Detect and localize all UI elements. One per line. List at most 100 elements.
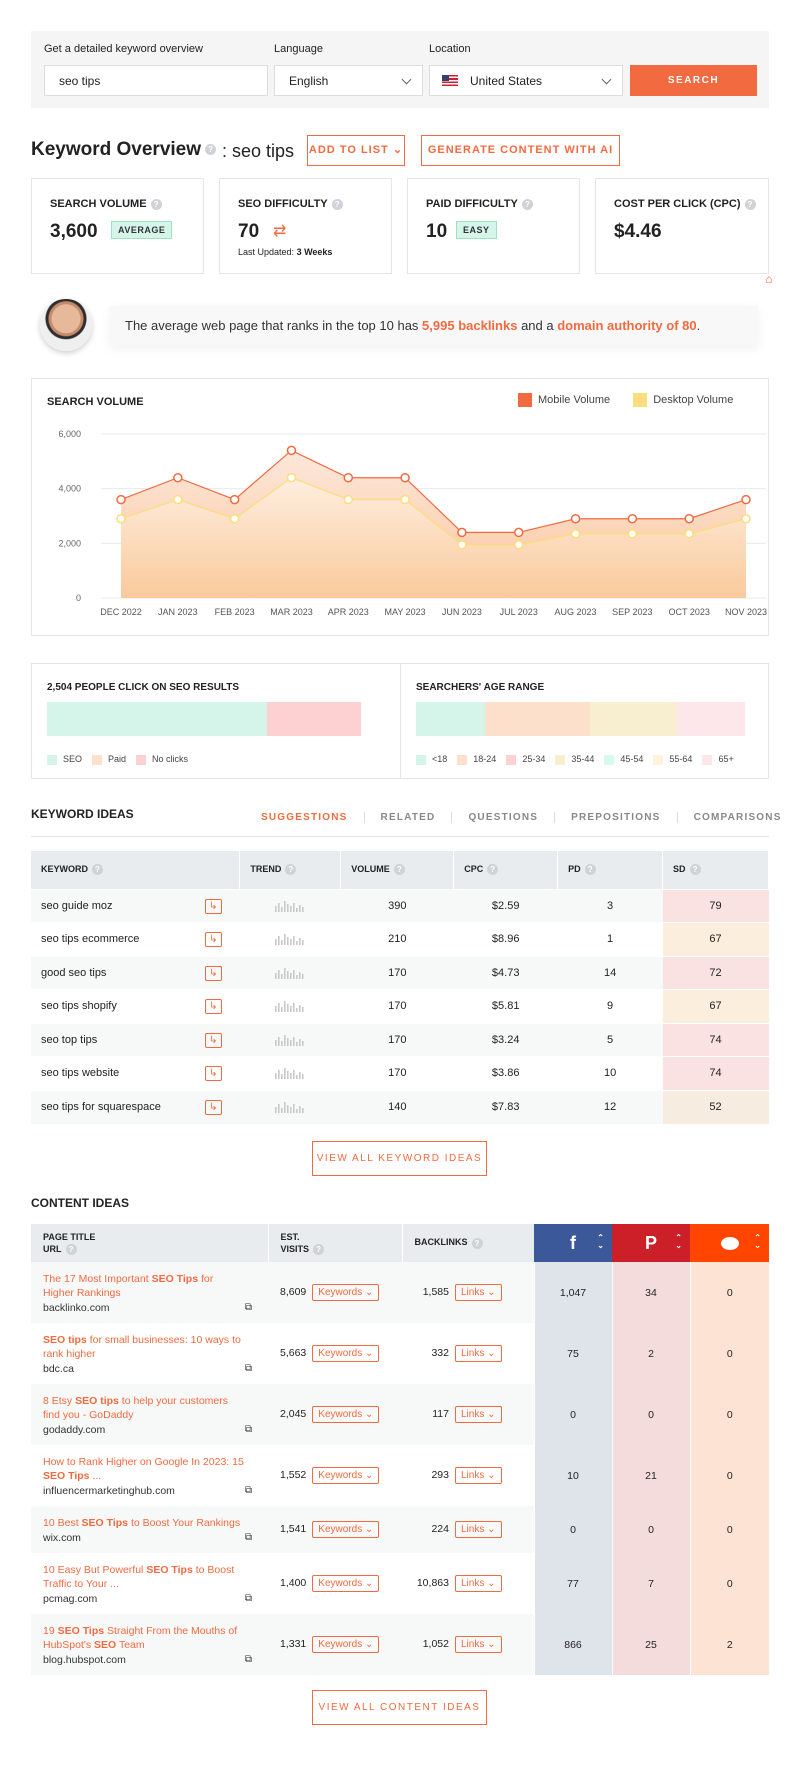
keywords-dropdown[interactable]: Keywords ⌄ <box>312 1636 380 1653</box>
table-row[interactable]: seo top tips ↳ 170 $3.24 5 74 <box>31 1022 769 1057</box>
table-row[interactable]: seo tips shopify ↳ 170 $5.81 9 67 <box>31 989 769 1023</box>
page-title-link[interactable]: The 17 Most Important SEO Tips for Highe… <box>43 1272 214 1299</box>
open-keyword-icon[interactable]: ↳ <box>204 898 222 914</box>
keyword-text[interactable]: seo tips website <box>41 1067 120 1080</box>
sort-icon[interactable]: ⌃ ⌄ <box>754 1233 761 1250</box>
col-pinterest[interactable]: P ⌃ ⌄ <box>612 1224 690 1262</box>
help-icon[interactable]: ? <box>205 144 217 156</box>
page-title-link[interactable]: 10 Easy But Powerful SEO Tips to Boost T… <box>43 1563 235 1590</box>
col-volume[interactable]: VOLUME? <box>340 851 455 889</box>
help-icon[interactable]: ? <box>285 864 297 876</box>
keyword-cell[interactable]: seo tips shopify ↳ <box>31 989 240 1023</box>
keyword-text[interactable]: seo tips for squarespace <box>41 1101 161 1113</box>
links-dropdown[interactable]: Links ⌄ <box>454 1636 502 1653</box>
table-row[interactable]: good seo tips ↳ 170 $4.73 14 72 <box>31 955 769 990</box>
external-link-icon[interactable]: ⧉ <box>244 1363 252 1374</box>
keyword-cell[interactable]: seo tips website ↳ <box>31 1056 240 1090</box>
add-to-list-button[interactable]: ADD TO LIST ⌄ <box>307 135 405 166</box>
keywords-dropdown[interactable]: Keywords ⌄ <box>312 1406 380 1423</box>
keyword-cell[interactable]: seo guide moz ↳ <box>31 888 240 923</box>
keyword-text[interactable]: seo tips shopify <box>41 1000 117 1013</box>
generate-content-button[interactable]: GENERATE CONTENT WITH AI <box>421 135 620 166</box>
help-icon[interactable]: ? <box>150 198 162 210</box>
keyword-cell[interactable]: seo tips ecommerce ↳ <box>31 922 240 956</box>
page-title-link[interactable]: 19 SEO Tips Straight From the Mouths of … <box>43 1624 238 1651</box>
open-keyword-icon[interactable]: ↳ <box>204 932 222 947</box>
col-cpc[interactable]: CPC? <box>453 851 559 889</box>
help-icon[interactable]: ? <box>521 198 533 210</box>
col-keyword[interactable]: KEYWORD? <box>31 851 241 889</box>
page-title-link[interactable]: 10 Best SEO Tips to Boost Your Rankings <box>43 1516 241 1529</box>
links-dropdown[interactable]: Links ⌄ <box>454 1345 502 1362</box>
open-keyword-icon[interactable]: ↳ <box>204 1099 222 1115</box>
view-all-content-ideas-button[interactable]: VIEW ALL CONTENT IDEAS <box>312 1690 487 1725</box>
keyword-cell[interactable]: good seo tips ↳ <box>31 955 240 990</box>
links-dropdown[interactable]: Links ⌄ <box>454 1406 502 1423</box>
table-row[interactable]: How to Rank Higher on Google In 2023: 15… <box>31 1445 769 1506</box>
tab-suggestions[interactable]: SUGGESTIONS <box>245 812 365 823</box>
col-est-visits[interactable]: EST. VISITS? <box>267 1224 402 1262</box>
col-reddit[interactable]: ⌃ ⌄ <box>690 1224 769 1262</box>
table-row[interactable]: seo tips for squarespace ↳ 140 $7.83 12 52 <box>31 1089 769 1124</box>
col-page-title[interactable]: PAGE TITLE URL? <box>31 1224 268 1262</box>
help-icon[interactable]: ? <box>487 864 499 876</box>
external-link-icon[interactable]: ⧉ <box>244 1593 252 1604</box>
help-icon[interactable]: ? <box>65 1244 77 1256</box>
table-row[interactable]: seo guide moz ↳ 390 $2.59 3 79 <box>31 888 769 923</box>
keywords-dropdown[interactable]: Keywords ⌄ <box>312 1467 380 1484</box>
external-link-icon[interactable]: ⧉ <box>244 1302 252 1313</box>
table-row[interactable]: 19 SEO Tips Straight From the Mouths of … <box>31 1614 769 1675</box>
table-row[interactable]: The 17 Most Important SEO Tips for Highe… <box>31 1262 769 1323</box>
view-all-keyword-ideas-button[interactable]: VIEW ALL KEYWORD IDEAS <box>312 1141 487 1176</box>
page-title-link[interactable]: SEO tips for small businesses: 10 ways t… <box>43 1333 241 1360</box>
location-select[interactable]: United States <box>429 65 623 96</box>
table-row[interactable]: seo tips website ↳ 170 $3.86 10 74 <box>31 1056 769 1090</box>
keyword-text[interactable]: seo top tips <box>41 1033 98 1046</box>
table-row[interactable]: 10 Easy But Powerful SEO Tips to Boost T… <box>31 1553 769 1614</box>
sort-icon[interactable]: ⌃ ⌄ <box>597 1233 604 1250</box>
help-icon[interactable]: ? <box>744 198 756 210</box>
open-keyword-icon[interactable]: ↳ <box>204 1032 222 1048</box>
page-title-link[interactable]: How to Rank Higher on Google In 2023: 15… <box>43 1455 244 1482</box>
search-button[interactable]: SEARCH <box>630 65 757 96</box>
keywords-dropdown[interactable]: Keywords ⌄ <box>312 1284 380 1301</box>
external-link-icon[interactable]: ⧉ <box>244 1654 252 1665</box>
floating-logo-icon[interactable]: ⌂ <box>765 272 773 286</box>
keyword-input[interactable]: seo tips <box>44 65 268 96</box>
keywords-dropdown[interactable]: Keywords ⌄ <box>312 1575 380 1592</box>
external-link-icon[interactable]: ⧉ <box>244 1532 252 1543</box>
keyword-cell[interactable]: seo tips for squarespace ↳ <box>31 1089 240 1124</box>
keyword-text[interactable]: good seo tips <box>41 966 107 979</box>
external-link-icon[interactable]: ⧉ <box>244 1485 252 1496</box>
tab-related[interactable]: RELATED <box>365 812 453 823</box>
col-facebook[interactable]: f ⌃ ⌄ <box>534 1224 612 1262</box>
external-link-icon[interactable]: ⧉ <box>244 1424 252 1435</box>
open-keyword-icon[interactable]: ↳ <box>204 1066 222 1081</box>
help-icon[interactable]: ? <box>584 864 596 876</box>
refresh-icon[interactable]: ⇄ <box>273 223 287 240</box>
help-icon[interactable]: ? <box>393 864 405 876</box>
sort-icon[interactable]: ⌃ ⌄ <box>675 1233 682 1250</box>
keywords-dropdown[interactable]: Keywords ⌄ <box>312 1521 380 1538</box>
table-row[interactable]: 8 Etsy SEO tips to help your customers f… <box>31 1384 769 1445</box>
tab-prepositions[interactable]: PREPOSITIONS <box>555 812 678 823</box>
help-icon[interactable]: ? <box>689 864 701 876</box>
table-row[interactable]: seo tips ecommerce ↳ 210 $8.96 1 67 <box>31 922 769 956</box>
tab-questions[interactable]: QUESTIONS <box>452 812 556 823</box>
table-row[interactable]: SEO tips for small businesses: 10 ways t… <box>31 1323 769 1384</box>
links-dropdown[interactable]: Links ⌄ <box>454 1575 502 1592</box>
help-icon[interactable]: ? <box>92 864 103 876</box>
links-dropdown[interactable]: Links ⌄ <box>454 1467 502 1484</box>
open-keyword-icon[interactable]: ↳ <box>204 965 222 981</box>
col-sd[interactable]: SD? <box>662 851 769 889</box>
col-backlinks[interactable]: BACKLINKS? <box>401 1224 534 1262</box>
keyword-text[interactable]: seo tips ecommerce <box>41 933 140 946</box>
links-dropdown[interactable]: Links ⌄ <box>454 1521 502 1538</box>
table-row[interactable]: 10 Best SEO Tips to Boost Your Rankings w… <box>31 1506 769 1553</box>
keyword-text[interactable]: seo guide moz <box>41 899 113 912</box>
help-icon[interactable]: ? <box>313 1244 325 1256</box>
links-dropdown[interactable]: Links ⌄ <box>454 1284 502 1301</box>
col-pd[interactable]: PD? <box>557 851 664 889</box>
language-select[interactable]: English <box>274 65 423 96</box>
col-trend[interactable]: TREND? <box>239 851 342 889</box>
